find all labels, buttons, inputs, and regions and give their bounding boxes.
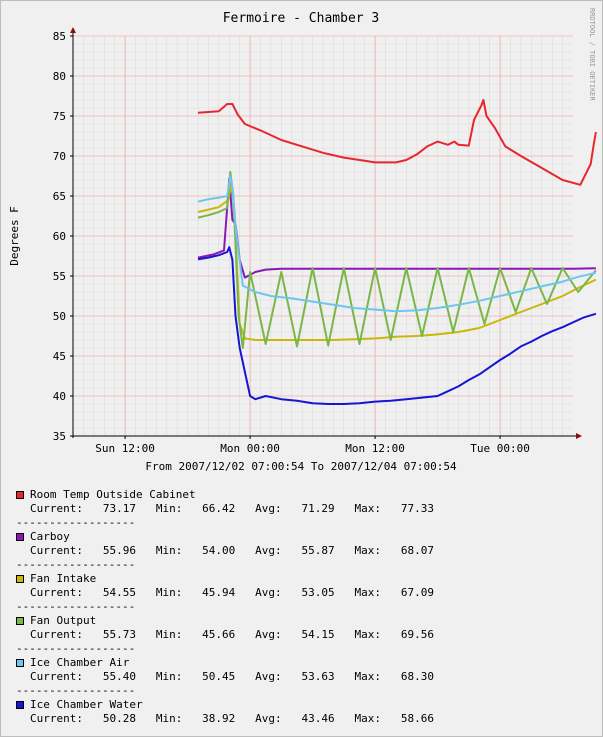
legend-stats: Current: 55.40 Min: 50.45 Avg: 53.63 Max… <box>30 670 434 683</box>
x-tick-labels: Sun 12:00 Mon 00:00 Mon 12:00 Tue 00:00 <box>95 442 530 455</box>
legend-entry: Carboy Current: 55.96 Min: 54.00 Avg: 55.… <box>16 530 434 572</box>
legend-series-name: Room Temp Outside Cabinet <box>16 488 434 502</box>
legend-label: Ice Chamber Water <box>30 698 143 711</box>
watermark: RRDTOOL / TOBI OETIKER <box>588 8 596 102</box>
legend-swatch <box>16 701 24 709</box>
legend-label: Ice Chamber Air <box>30 656 130 669</box>
legend: Room Temp Outside Cabinet Current: 73.17 … <box>16 488 434 726</box>
x-tick-label: Tue 00:00 <box>470 442 530 455</box>
y-tick-label: 40 <box>53 390 66 403</box>
legend-entry: Ice Chamber Air Current: 55.40 Min: 50.45… <box>16 656 434 698</box>
y-tick-label: 65 <box>53 190 66 203</box>
legend-label: Fan Output <box>30 614 97 627</box>
axes <box>70 27 582 439</box>
legend-label: Fan Intake <box>30 572 97 585</box>
legend-entry: Ice Chamber Water Current: 50.28 Min: 38.… <box>16 698 434 726</box>
y-axis-label: Degrees F <box>8 206 21 266</box>
y-tick-labels: 35 40 45 50 55 60 65 70 75 80 85 <box>53 30 66 443</box>
x-axis-arrow <box>576 433 582 439</box>
series-line-5 <box>197 246 597 405</box>
series-line-2 <box>197 183 597 341</box>
legend-stats: Current: 54.55 Min: 45.94 Avg: 53.05 Max… <box>30 586 434 599</box>
series-line-4 <box>197 175 597 313</box>
legend-stats: Current: 73.17 Min: 66.42 Avg: 71.29 Max… <box>30 502 434 515</box>
legend-entry: Fan Output Current: 55.73 Min: 45.66 Avg:… <box>16 614 434 656</box>
x-tick-label: Mon 00:00 <box>220 442 280 455</box>
y-tick-label: 80 <box>53 70 66 83</box>
legend-label: Carboy <box>30 530 70 543</box>
series-layer <box>197 99 597 405</box>
legend-label: Room Temp Outside Cabinet <box>30 488 196 501</box>
legend-series-name: Carboy <box>16 530 434 544</box>
legend-separator: ------------------ <box>16 642 136 655</box>
y-tick-label: 50 <box>53 310 66 323</box>
legend-separator: ------------------ <box>16 516 136 529</box>
legend-swatch <box>16 617 24 625</box>
y-tick-label: 75 <box>53 110 66 123</box>
legend-swatch <box>16 491 24 499</box>
legend-separator: ------------------ <box>16 600 136 613</box>
legend-entry: Fan Intake Current: 54.55 Min: 45.94 Avg:… <box>16 572 434 614</box>
x-tick-label: Mon 12:00 <box>345 442 405 455</box>
legend-stats: Current: 55.96 Min: 54.00 Avg: 55.87 Max… <box>30 544 434 557</box>
chart-area: 35 40 45 50 55 60 65 70 75 80 85 Sun 12:00 Mon 00:0… <box>8 8 597 473</box>
series-line-1 <box>197 177 596 279</box>
y-tick-label: 35 <box>53 430 66 443</box>
legend-series-name: Fan Output <box>16 614 434 628</box>
legend-separator: ------------------ <box>16 684 136 697</box>
legend-entry: Room Temp Outside Cabinet Current: 73.17 … <box>16 488 434 530</box>
legend-stats: Current: 55.73 Min: 45.66 Avg: 54.15 Max… <box>30 628 434 641</box>
legend-stats: Current: 50.28 Min: 38.92 Avg: 43.46 Max… <box>30 712 434 725</box>
y-tick-label: 70 <box>53 150 66 163</box>
y-tick-label: 45 <box>53 350 66 363</box>
legend-swatch <box>16 533 24 541</box>
chart-title: Fermoire - Chamber 3 <box>223 11 380 26</box>
legend-separator: ------------------ <box>16 558 136 571</box>
date-range-label: From 2007/12/02 07:00:54 To 2007/12/04 0… <box>145 460 457 473</box>
y-tick-label: 85 <box>53 30 66 43</box>
legend-series-name: Ice Chamber Water <box>16 698 434 712</box>
legend-series-name: Fan Intake <box>16 572 434 586</box>
x-tick-label: Sun 12:00 <box>95 442 155 455</box>
y-tick-label: 60 <box>53 230 66 243</box>
y-axis-arrow <box>70 27 76 33</box>
legend-swatch <box>16 659 24 667</box>
legend-series-name: Ice Chamber Air <box>16 656 434 670</box>
series-line-0 <box>197 99 597 186</box>
legend-swatch <box>16 575 24 583</box>
y-tick-label: 55 <box>53 270 66 283</box>
